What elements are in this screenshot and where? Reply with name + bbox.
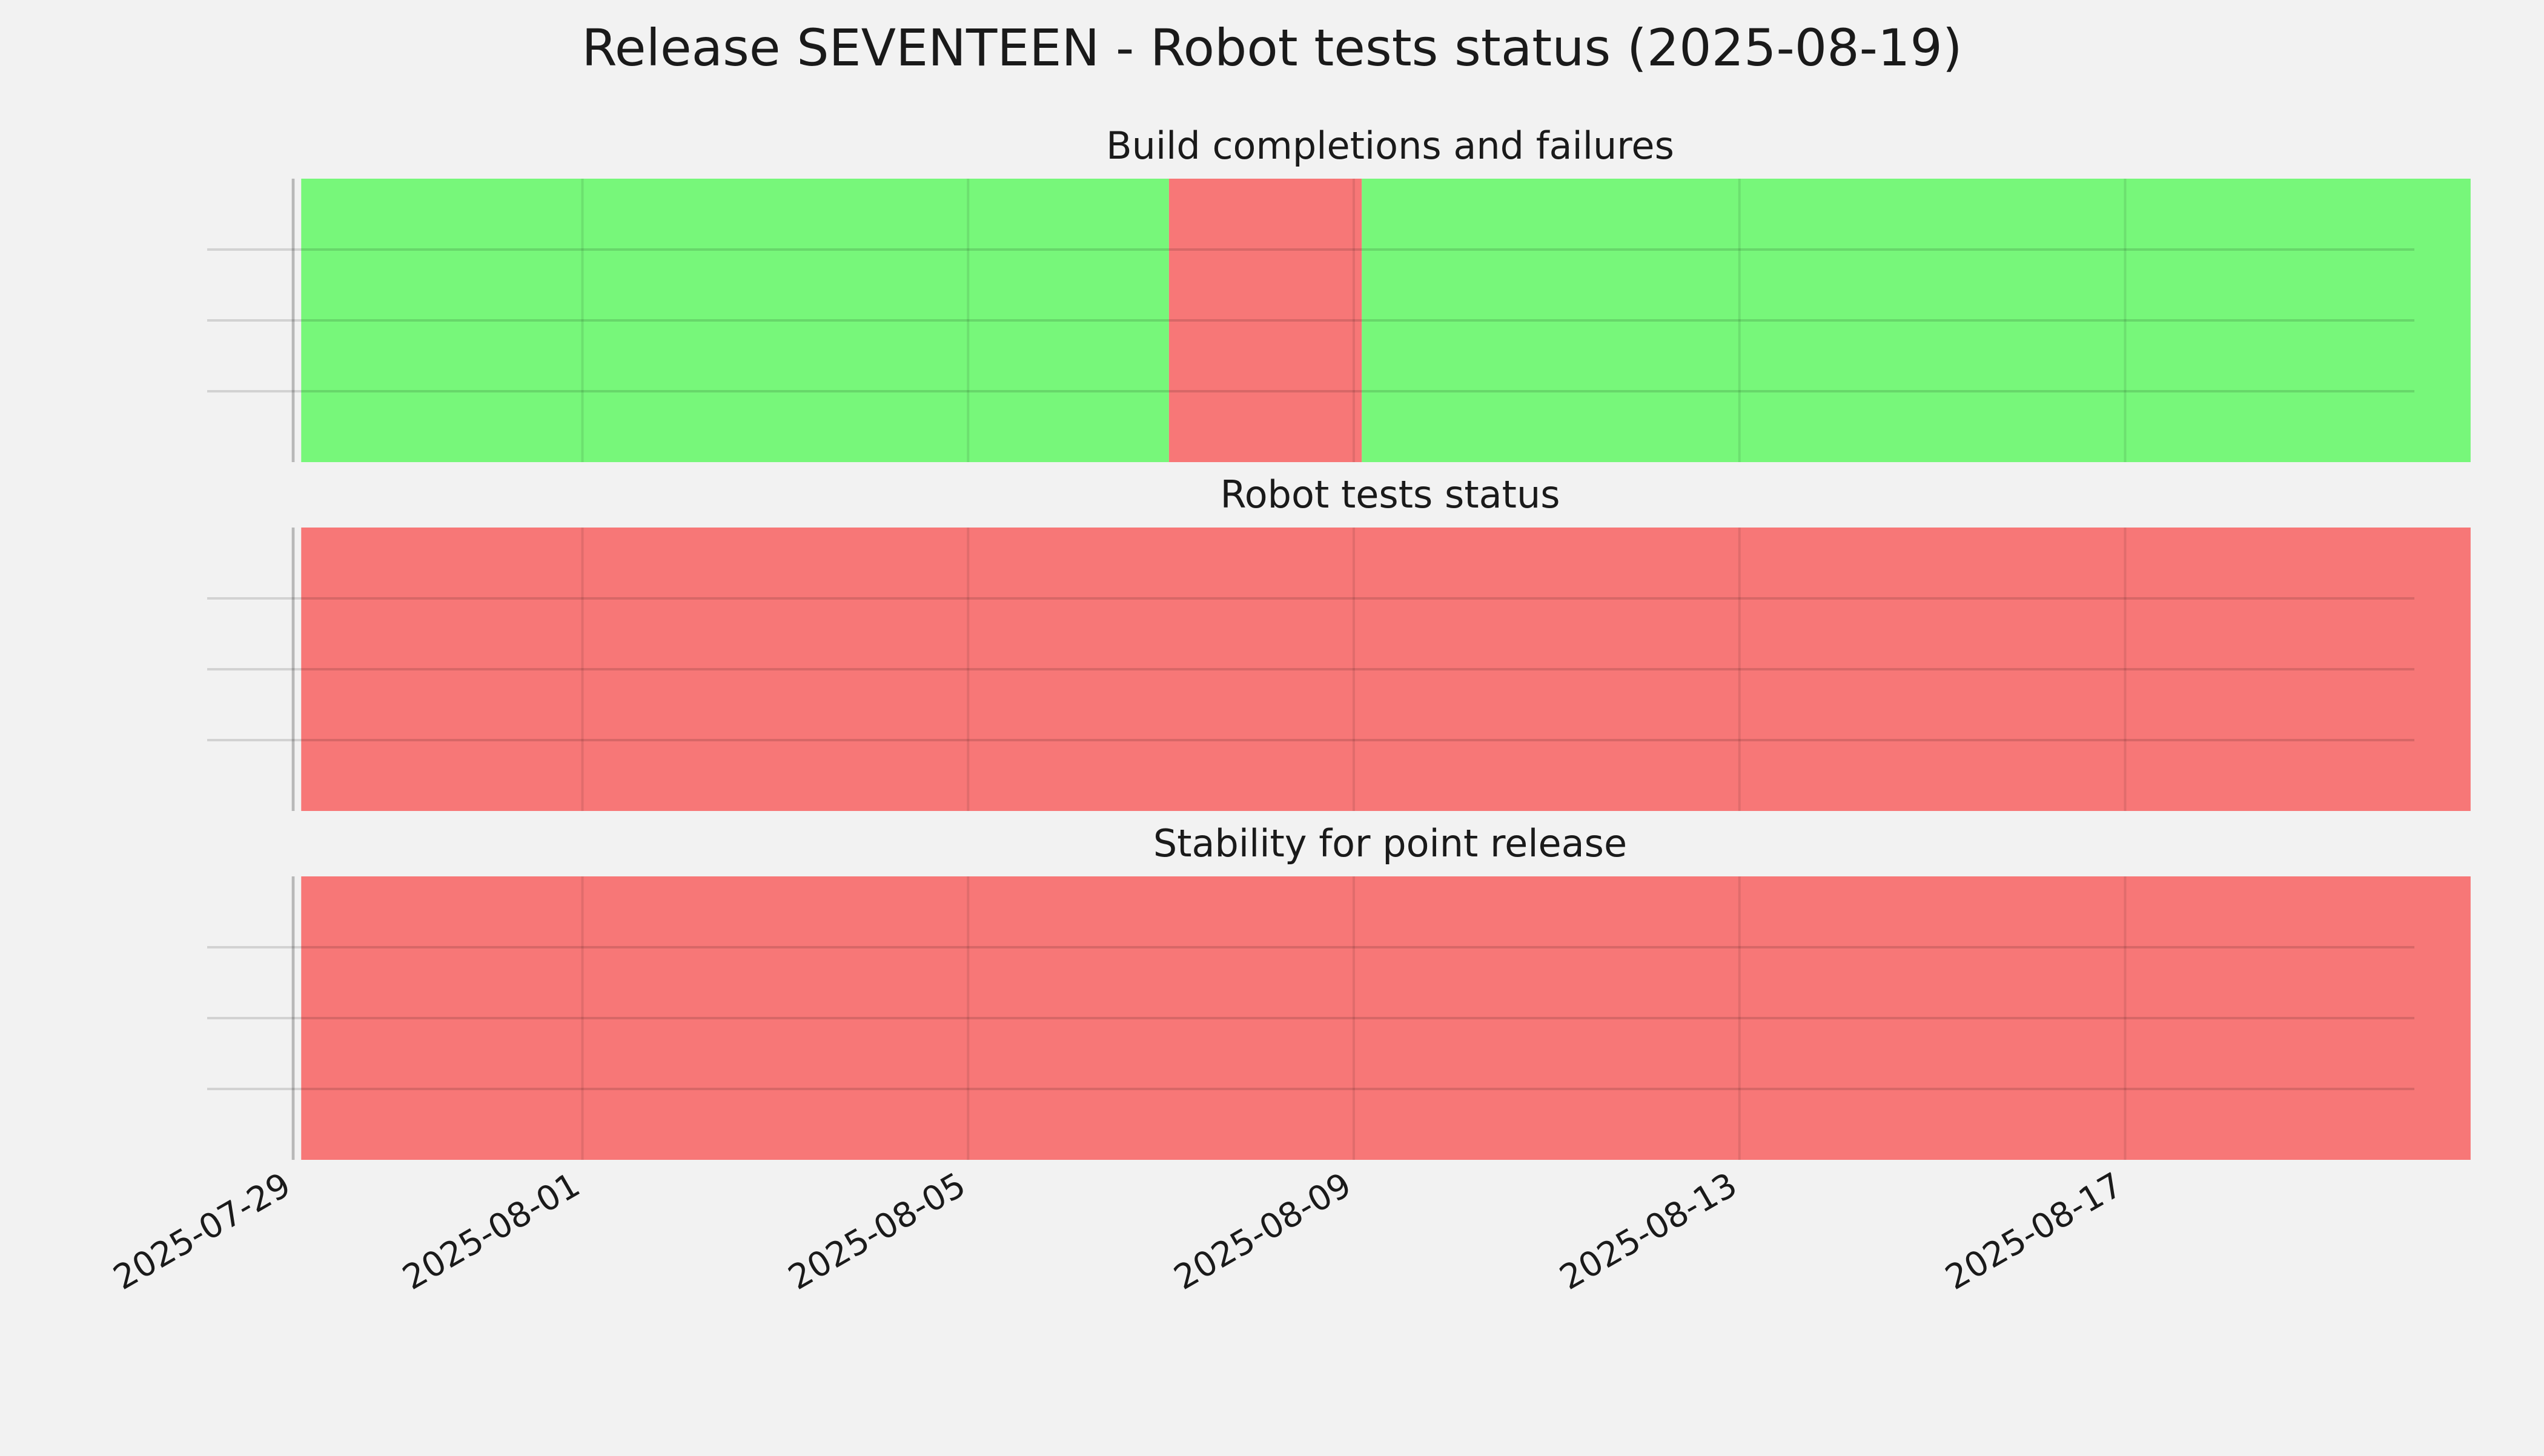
panel-2: Robot tests status [207, 472, 2471, 811]
status-segment-fail [1168, 179, 1362, 462]
chart-title: Release SEVENTEEN - Robot tests status (… [581, 18, 1962, 78]
panel-title: Stability for point release [1153, 821, 1627, 865]
panel-3: Stability for point release [207, 821, 2471, 1160]
status-segment-pass [301, 179, 1169, 462]
x-tick-label: 2025-08-05 [782, 1165, 972, 1298]
panel-1: Build completions and failures [207, 124, 2471, 462]
x-tick-label: 2025-08-17 [1939, 1165, 2129, 1298]
status-segment-fail [301, 876, 2471, 1160]
x-tick-label: 2025-07-29 [107, 1165, 297, 1298]
panel-title: Robot tests status [1220, 472, 1560, 517]
x-tick-label: 2025-08-01 [396, 1165, 586, 1298]
panel-title: Build completions and failures [1106, 124, 1674, 168]
x-tick-label: 2025-08-13 [1553, 1165, 1743, 1298]
chart-panels: Build completions and failures Robot test… [207, 124, 2471, 1160]
status-segment-fail [301, 528, 2471, 811]
x-axis-tick-labels: 2025-07-29 2025-08-01 2025-08-05 2025-08-09… [107, 1165, 2130, 1298]
x-tick-label: 2025-08-09 [1168, 1165, 1358, 1298]
status-segment-pass [1362, 179, 2471, 462]
